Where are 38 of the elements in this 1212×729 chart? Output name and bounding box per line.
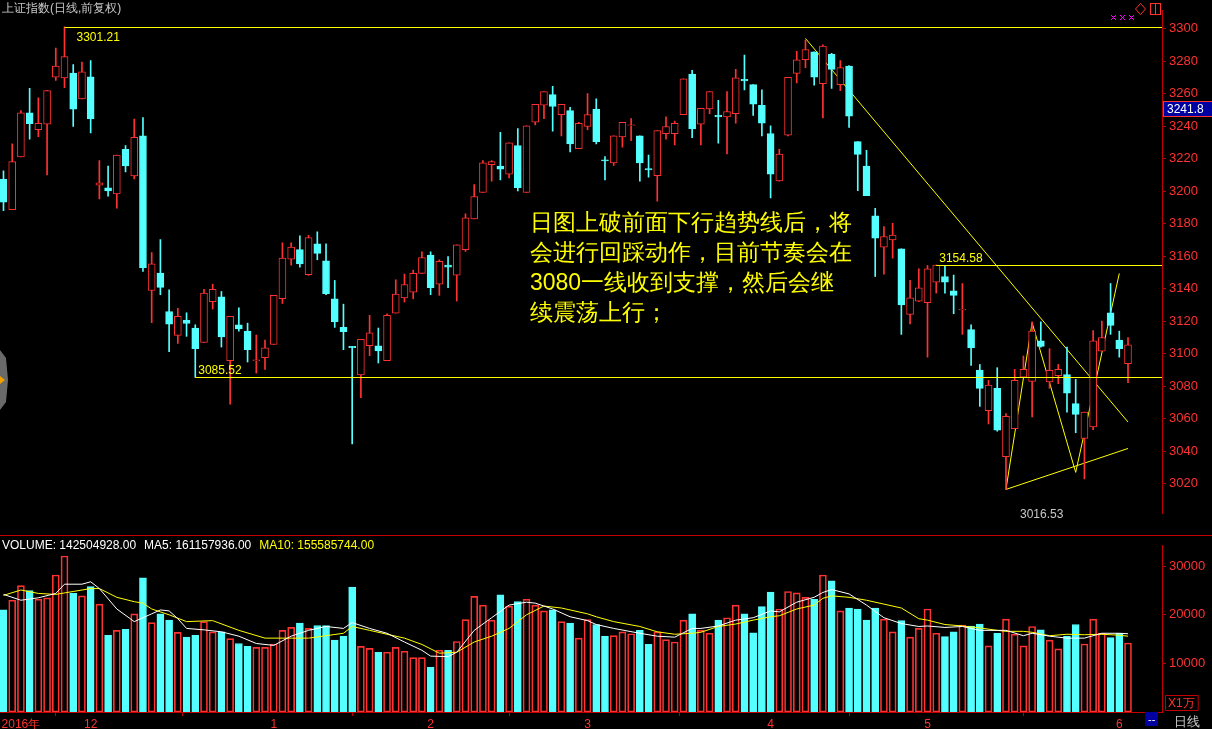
x-tick-label: 2016年 <box>1 716 41 729</box>
text: 3241.8 <box>1163 101 1212 117</box>
annotation: 3016.53 <box>1020 507 1064 521</box>
x-tick-label: 12 <box>83 716 98 729</box>
x-tick-label: 3 <box>584 716 592 729</box>
x-tick-label: 6 <box>1115 716 1123 729</box>
y-tick-label: 3080 <box>1169 377 1198 393</box>
y-tick-label: 3200 <box>1169 182 1198 198</box>
y-tick-label: 3140 <box>1169 280 1198 296</box>
text: MA5: 161157936.00 <box>144 538 252 552</box>
y-tick-label: 3020 <box>1169 475 1198 491</box>
y-tick-label: 3280 <box>1169 52 1198 68</box>
x-tick-label: 2 <box>427 716 435 729</box>
chart-title: 上证指数(日线,前复权) <box>2 1 122 15</box>
chart-title: VOLUME: 142504928.00 <box>2 538 137 552</box>
y-tick-label: 3100 <box>1169 345 1198 361</box>
y-tick-label: 30000 <box>1169 557 1206 573</box>
y-tick-label: 3180 <box>1169 215 1198 231</box>
y-tick-label: 3160 <box>1169 247 1198 263</box>
y-tick-label: 3120 <box>1169 312 1198 328</box>
x-tick-label: 1 <box>270 716 278 729</box>
y-tick-label: 3240 <box>1169 117 1198 133</box>
y-tick-label: 3220 <box>1169 150 1198 166</box>
ref-line-label: 3301.21 <box>76 29 121 44</box>
y-tick-label: 10000 <box>1169 654 1206 670</box>
y-tick-label: 3300 <box>1169 20 1198 36</box>
y-tick-label: 20000 <box>1169 606 1206 622</box>
y-tick-label: 3260 <box>1169 85 1198 101</box>
ref-line-label: 3154.58 <box>939 250 983 265</box>
y-tick-label: 3060 <box>1169 410 1198 426</box>
x-tick-label: 5 <box>924 716 932 729</box>
text: 日线 <box>1174 713 1200 729</box>
y-axis-title: X1万 <box>1168 696 1195 710</box>
y-tick-label: 3040 <box>1169 442 1198 458</box>
text: MA10: 155585744.00 <box>259 538 375 552</box>
annotation: 日图上破前面下行趋势线后，将会进行回踩动作，目前节奏会在3080一线收到支撑，然后会继续震荡上行； <box>530 208 853 327</box>
x-tick-label: 4 <box>767 716 775 729</box>
text: -- <box>1145 712 1159 726</box>
